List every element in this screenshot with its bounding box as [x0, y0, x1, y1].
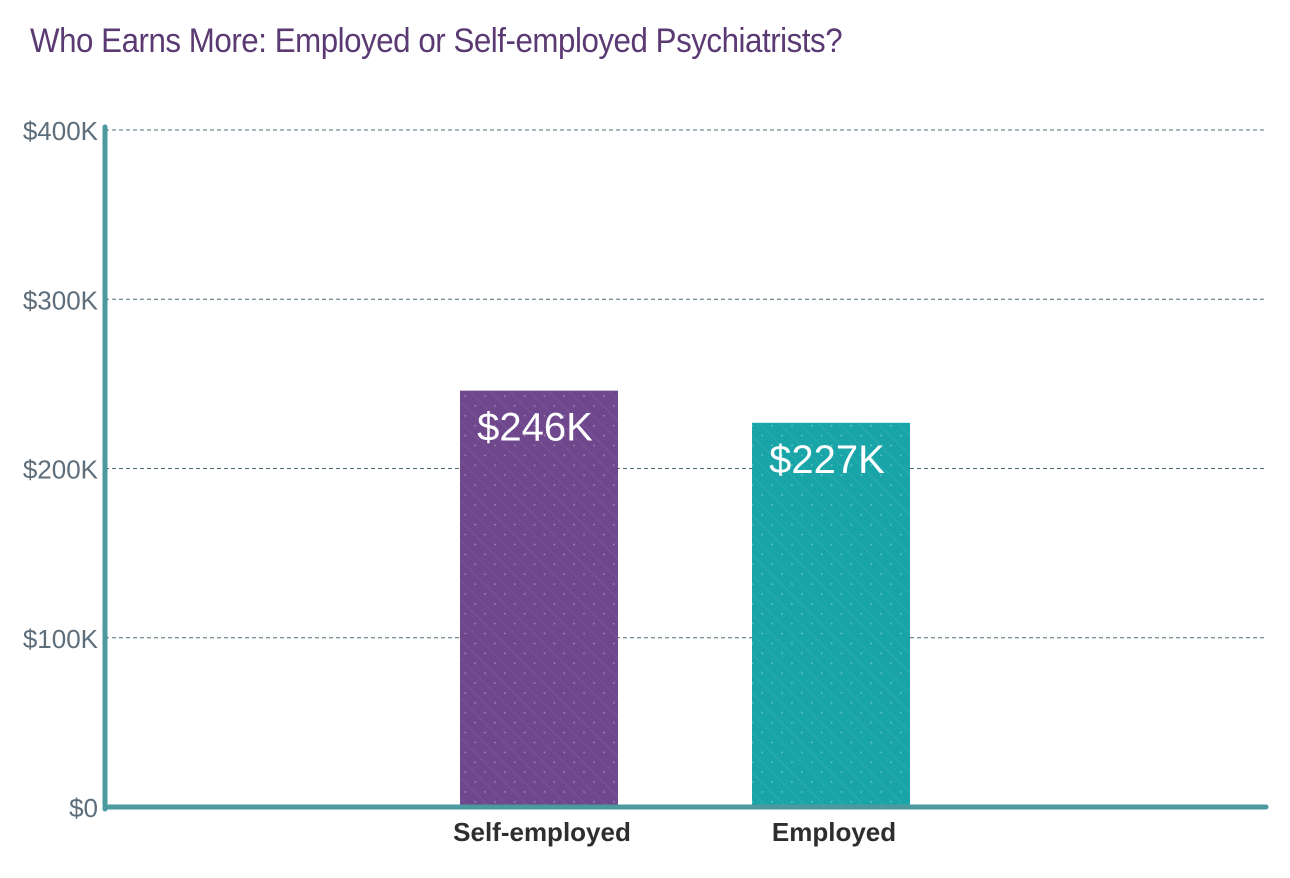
y-tick-label: $0 [69, 793, 98, 823]
data-label: $246K [477, 406, 593, 450]
y-axis-ticks: $0 $100K $200K $300K $400K [23, 116, 99, 823]
gridlines [105, 129, 1266, 639]
y-tick-label: $200K [23, 455, 99, 485]
y-tick-label: $400K [23, 116, 99, 146]
y-tick-label: $100K [23, 624, 99, 654]
bars [460, 390, 910, 807]
chart-title: Who Earns More: Employed or Self-employe… [30, 22, 843, 60]
bar-texture [460, 390, 618, 807]
bar-texture [752, 422, 910, 807]
x-axis-categories: Self-employed Employed [453, 817, 896, 847]
axes [102, 124, 1269, 812]
x-category-label: Employed [772, 817, 896, 847]
data-labels: $246K $227K [477, 406, 885, 482]
y-tick-label: $300K [23, 285, 99, 315]
x-category-label: Self-employed [453, 817, 631, 847]
data-label: $227K [769, 438, 885, 482]
